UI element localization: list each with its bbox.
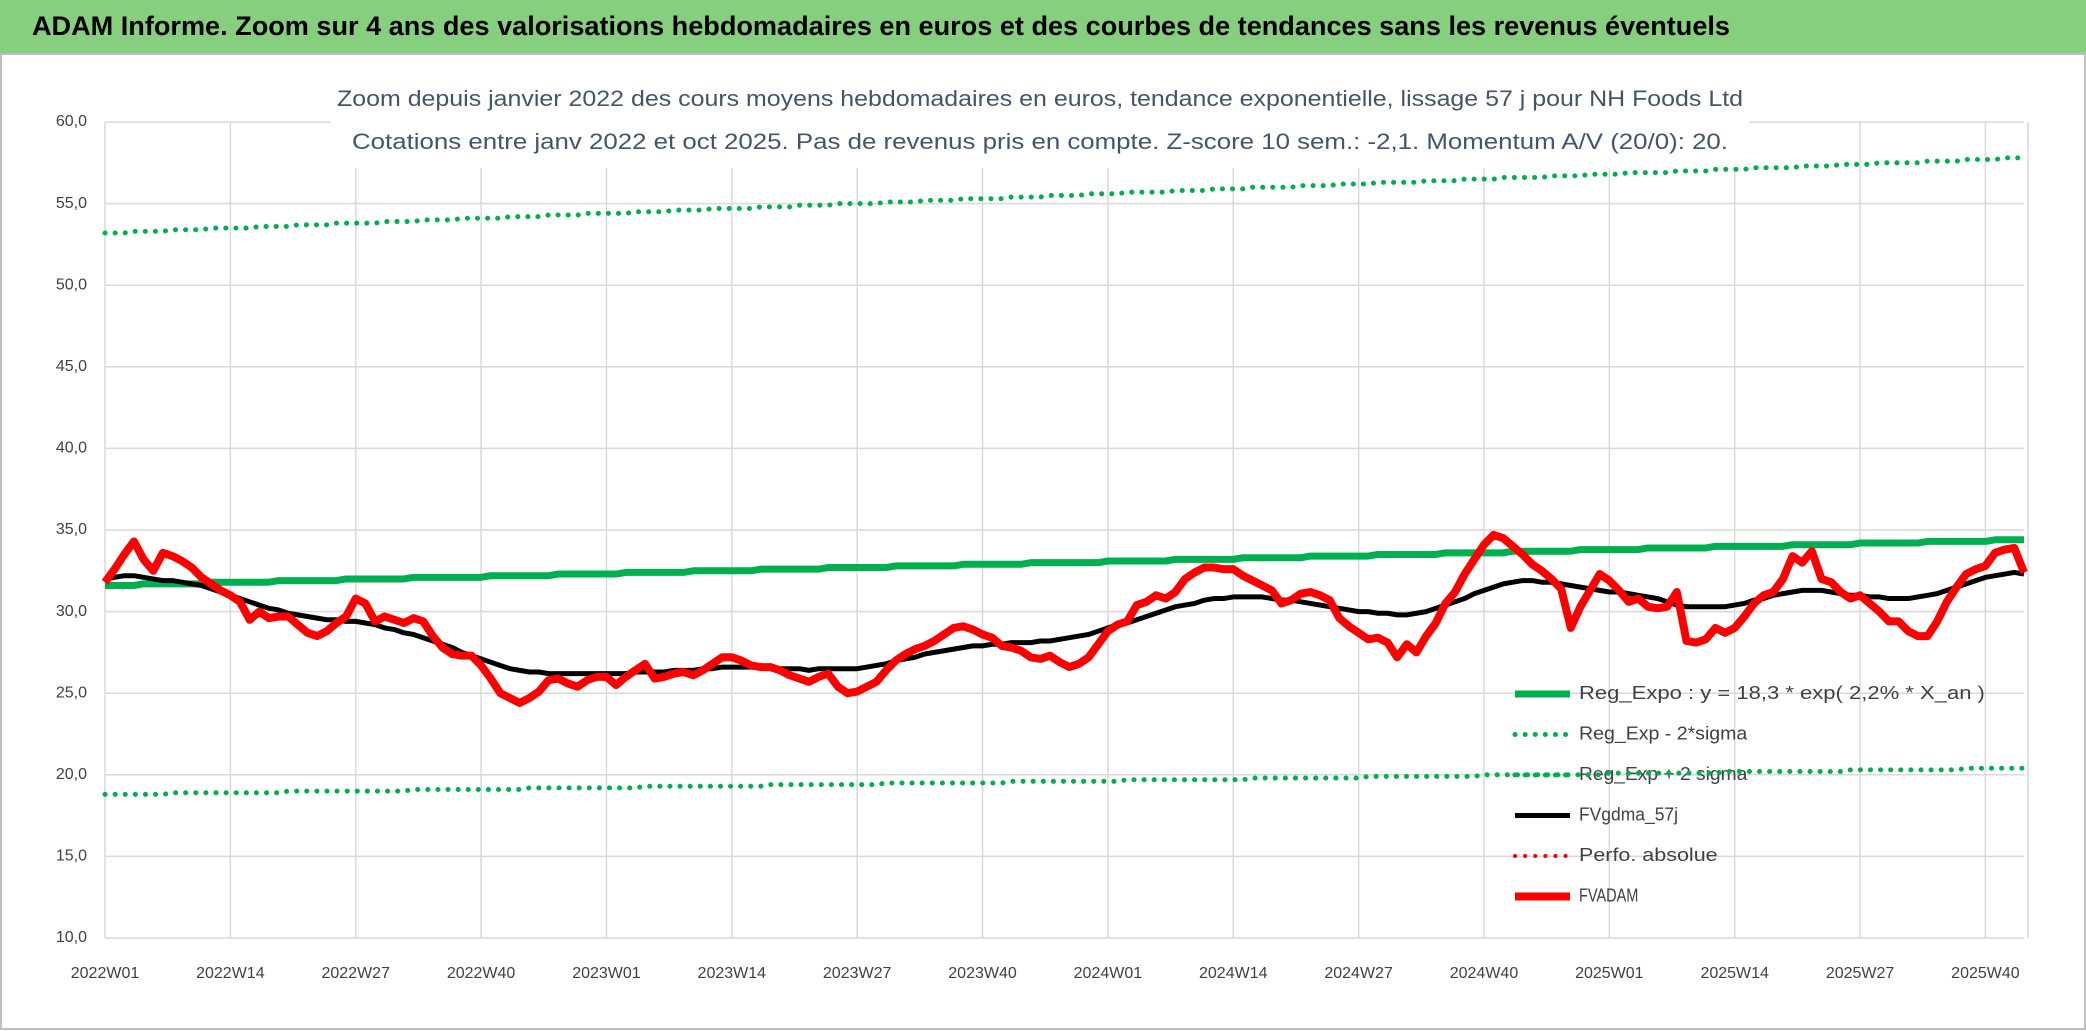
x-tick-label: 2025W40: [1951, 965, 2020, 982]
legend-label: Reg_Exp - 2*sigma: [1579, 723, 1748, 744]
y-tick-label: 55,0: [56, 195, 87, 212]
x-tick-label: 2024W01: [1074, 965, 1143, 982]
x-tick-label: 2024W40: [1450, 965, 1519, 982]
banner-title: ADAM Informe. Zoom sur 4 ans des valoris…: [32, 11, 1730, 41]
y-tick-label: 15,0: [56, 848, 87, 865]
y-tick-label: 30,0: [56, 603, 87, 620]
chart-subtitle: Cotations entre janv 2022 et oct 2025. P…: [352, 129, 1728, 154]
x-tick-label: 2025W01: [1575, 965, 1644, 982]
x-tick-label: 2022W40: [447, 965, 516, 982]
y-tick-label: 20,0: [56, 766, 87, 783]
title-background: [330, 78, 1750, 168]
series-line: [102, 765, 2027, 797]
y-tick-label: 60,0: [56, 113, 87, 130]
x-tick-label: 2023W27: [823, 965, 892, 982]
y-tick-label: 40,0: [56, 440, 87, 457]
chart-title: Zoom depuis janvier 2022 des cours moyen…: [337, 86, 1743, 111]
banner-background: [0, 0, 2086, 54]
chart-frame: [0, 53, 2086, 1030]
x-tick-label: 2024W27: [1324, 965, 1393, 982]
x-tick-label: 2024W14: [1199, 965, 1268, 982]
legend-label: FVADAM: [1579, 885, 1638, 905]
y-tick-label: 50,0: [56, 276, 87, 293]
series-line: [105, 536, 2024, 589]
series-line: [104, 569, 2025, 677]
x-tick-label: 2022W14: [196, 965, 265, 982]
legend-label: Reg_Expo : y = 18,3 * exp( 2,2% * X_an ): [1579, 683, 1985, 704]
x-tick-label: 2022W01: [71, 965, 140, 982]
y-tick-label: 25,0: [56, 684, 87, 701]
y-tick-label: 35,0: [56, 521, 87, 538]
axes: 10,0 15,0 20,0 25,0 30,0 35,0 40,0 45,0 50,0 55,0…: [56, 113, 2020, 982]
x-tick-label: 2025W14: [1700, 965, 1769, 982]
x-tick-label: 2023W01: [572, 965, 641, 982]
legend-label: Reg_Exp + 2 sigma: [1579, 764, 1748, 785]
legend-label: Perfo. absolue: [1579, 845, 1718, 865]
series-line: [102, 155, 2027, 236]
x-tick-label: 2023W40: [948, 965, 1017, 982]
legend-label: FVgdma_57j: [1579, 804, 1678, 825]
legend: Reg_Expo : y = 18,3 * exp( 2,2% * X_an )…: [1512, 683, 1985, 905]
y-tick-label: 45,0: [56, 358, 87, 375]
y-tick-label: 10,0: [56, 929, 87, 946]
x-tick-label: 2022W27: [321, 965, 390, 982]
x-tick-label: 2025W27: [1826, 965, 1895, 982]
x-tick-label: 2023W14: [698, 965, 767, 982]
series-line: [101, 530, 2028, 707]
series-lines: [101, 155, 2028, 797]
